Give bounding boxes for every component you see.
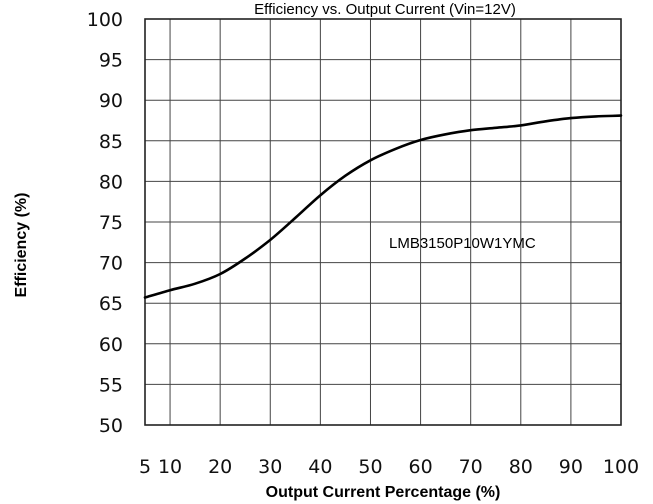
- x-tick-label: 50: [358, 456, 382, 478]
- y-tick-label: 65: [99, 293, 123, 315]
- x-tick-label: 40: [308, 456, 332, 478]
- x-tick-label: 10: [158, 456, 182, 478]
- y-tick-label: 70: [99, 253, 123, 275]
- x-tick-label: 90: [559, 456, 583, 478]
- x-tick-label: 5: [139, 456, 151, 478]
- series-annotation: LMB3150P10W1YMC: [389, 235, 536, 252]
- grid: [144, 18, 622, 426]
- y-tick-label: 75: [99, 212, 123, 234]
- y-tick-label: 85: [99, 131, 123, 153]
- x-tick-label: 70: [459, 456, 483, 478]
- x-tick-label: 100: [603, 456, 639, 478]
- y-tick-label: 60: [99, 334, 123, 356]
- chart-title: Efficiency vs. Output Current (Vin=12V): [254, 1, 516, 18]
- x-tick-label: 30: [258, 456, 282, 478]
- y-tick-label: 50: [99, 415, 123, 437]
- y-tick-label: 100: [87, 9, 123, 31]
- y-axis-title: Efficiency (%): [13, 193, 30, 298]
- x-tick-label: 20: [208, 456, 232, 478]
- y-tick-labels: 50 55 60 65 70 75 80 85 90 95 100: [87, 9, 123, 437]
- y-tick-label: 95: [99, 50, 123, 72]
- x-tick-label: 60: [408, 456, 432, 478]
- x-tick-label: 80: [509, 456, 533, 478]
- y-tick-label: 80: [99, 171, 123, 193]
- x-tick-labels: 5 10 20 30 40 50 60 70 80 90 100: [139, 456, 639, 478]
- plot-frame: [144, 18, 622, 426]
- y-tick-label: 90: [99, 90, 123, 112]
- x-axis-title: Output Current Percentage (%): [266, 484, 501, 501]
- y-tick-label: 55: [99, 374, 123, 396]
- series-line-lmb3150p10w1ymc: [143, 114, 623, 299]
